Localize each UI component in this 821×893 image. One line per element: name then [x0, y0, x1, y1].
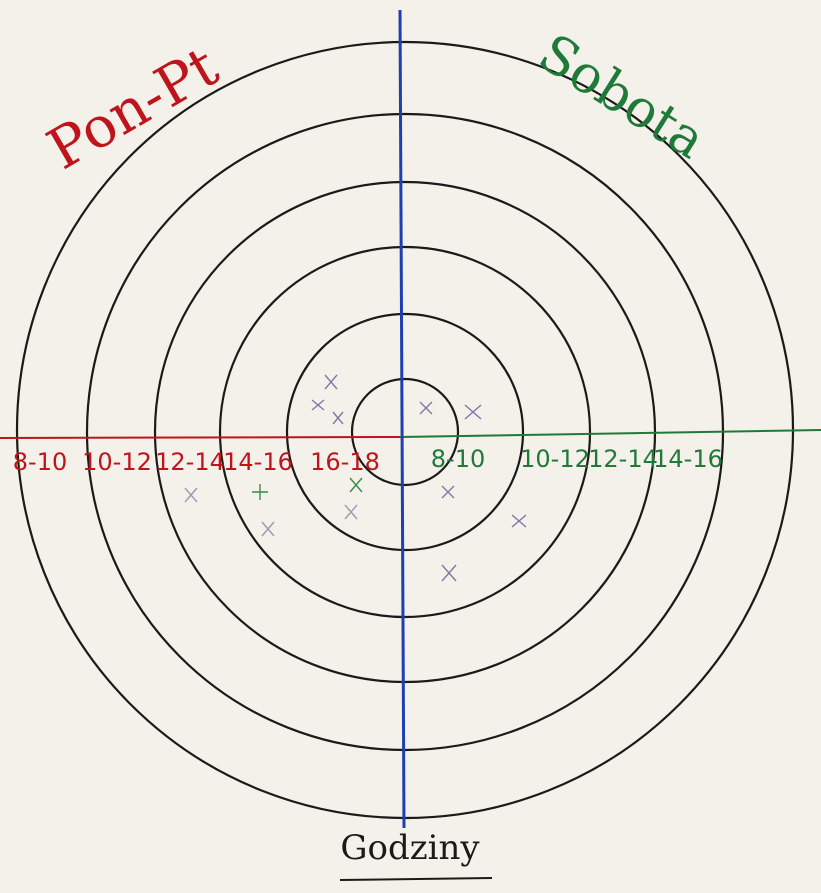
ring [285, 312, 525, 552]
ring [350, 377, 460, 487]
time-label: 16-18 [310, 448, 380, 476]
time-label: 10-12 [520, 445, 590, 473]
ring [218, 245, 592, 619]
right-axis [399, 429, 821, 438]
time-label: 14-16 [223, 448, 293, 476]
crosses [184, 374, 527, 582]
time-label: 14-16 [653, 445, 723, 473]
time-label: 12-14 [155, 448, 225, 476]
time-label: 8-10 [431, 445, 485, 473]
time-label: 8-10 [13, 448, 67, 476]
time-label: 10-12 [82, 448, 152, 476]
underline [339, 877, 493, 881]
time-label: 12-14 [588, 445, 658, 473]
axis-label: Godziny [340, 828, 480, 868]
vertical-axis [398, 9, 406, 829]
left-axis [0, 436, 401, 439]
